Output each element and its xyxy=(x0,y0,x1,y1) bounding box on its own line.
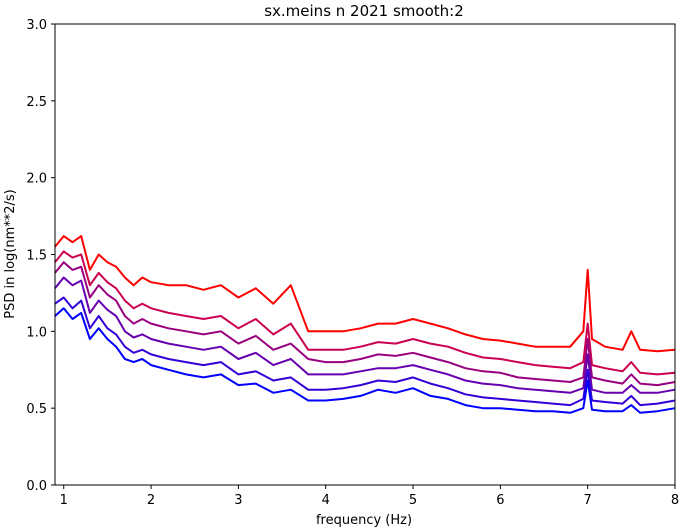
y-axis: 0.0 0.5 1.0 1.5 2.0 2.5 3.0 xyxy=(26,18,55,494)
series-line-3 xyxy=(54,261,676,387)
y-tick-label: 3.0 xyxy=(26,18,47,33)
x-tick-label: 4 xyxy=(322,493,330,508)
x-axis: 1 2 3 4 5 6 7 8 xyxy=(60,485,679,508)
y-tick-label: 0.0 xyxy=(26,479,47,494)
series-line-4 xyxy=(54,276,676,394)
x-tick-label: 7 xyxy=(584,493,592,508)
y-tick-label: 2.0 xyxy=(26,172,47,187)
series-line-1 xyxy=(54,235,676,353)
y-tick-label: 0.5 xyxy=(26,402,47,417)
y-axis-label: PSD in log(nm**2/s) xyxy=(3,189,18,319)
series-line-2 xyxy=(54,250,676,376)
series-line-5 xyxy=(54,296,676,407)
y-tick-label: 1.0 xyxy=(26,325,47,340)
y-tick-label: 2.5 xyxy=(26,95,47,110)
x-tick-label: 3 xyxy=(234,493,242,508)
x-tick-label: 6 xyxy=(496,493,504,508)
y-tick-label: 1.5 xyxy=(26,249,47,264)
plot-series-group xyxy=(54,235,676,414)
x-tick-label: 5 xyxy=(409,493,417,508)
x-tick-label: 2 xyxy=(147,493,155,508)
x-tick-label: 8 xyxy=(671,493,679,508)
x-tick-label: 1 xyxy=(60,493,68,508)
chart-title: sx.meins n 2021 smooth:2 xyxy=(264,2,464,20)
x-axis-label: frequency (Hz) xyxy=(316,513,412,528)
plot-frame xyxy=(54,23,676,486)
series-line-6 xyxy=(54,307,676,414)
